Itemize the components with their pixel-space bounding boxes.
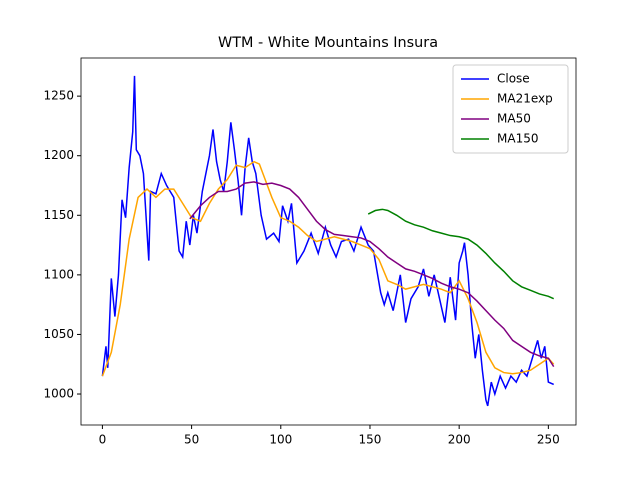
legend-label: Close [497, 72, 530, 86]
series-line [189, 181, 555, 368]
legend-box [452, 64, 569, 154]
x-tick-label: 0 [99, 433, 107, 447]
legend-label: MA50 [497, 112, 531, 126]
series-line [101, 75, 555, 407]
legend-label: MA21exp [497, 92, 553, 106]
x-tick-label: 50 [184, 433, 199, 447]
series-line [101, 160, 555, 377]
x-tick-label: 200 [448, 433, 471, 447]
plot-frame [80, 57, 577, 426]
series-line [367, 208, 555, 300]
y-tick-label: 1250 [43, 89, 74, 103]
y-tick-label: 1100 [43, 267, 74, 281]
x-tick-label: 100 [269, 433, 292, 447]
y-tick-label: 1200 [43, 148, 74, 162]
y-tick-label: 1000 [43, 387, 74, 401]
legend-label: MA150 [497, 132, 538, 146]
legend: Close MA21exp MA50 MA150 [452, 64, 569, 154]
y-tick-label: 1050 [43, 327, 74, 341]
x-tick-label: 250 [537, 433, 560, 447]
y-tick-label: 1150 [43, 208, 74, 222]
chart-title: WTM - White Mountains Insura [218, 35, 438, 51]
x-tick-label: 150 [359, 433, 382, 447]
